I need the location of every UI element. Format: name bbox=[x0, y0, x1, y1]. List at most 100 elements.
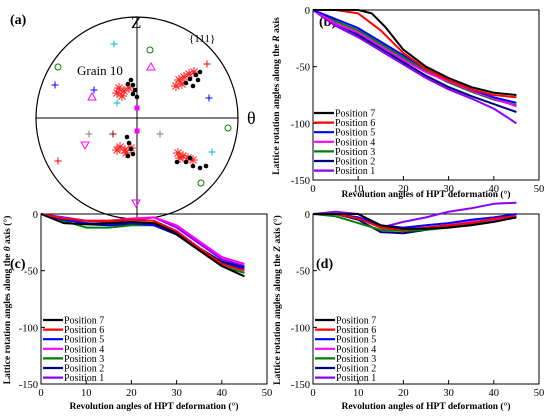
y-tick-label: 0 bbox=[305, 210, 310, 221]
legend-label: Position 2 bbox=[64, 364, 104, 375]
x-tick-label: 30 bbox=[171, 388, 182, 399]
pole-triangle-marker bbox=[80, 141, 90, 151]
panel-label: (c) bbox=[10, 257, 26, 272]
x-tick-label: 40 bbox=[217, 388, 228, 399]
pole-dot-marker bbox=[128, 146, 134, 152]
y-tick-label: 0 bbox=[305, 6, 310, 17]
x-tick-label: 10 bbox=[353, 184, 364, 195]
y-tick-label: -100 bbox=[291, 119, 310, 130]
pole-markers bbox=[51, 40, 232, 209]
x-tick-label: 50 bbox=[262, 388, 273, 399]
x-tick-label: 50 bbox=[534, 184, 545, 195]
series-line bbox=[40, 213, 245, 272]
legend-label: Position 1 bbox=[64, 373, 104, 384]
pole-square-marker bbox=[134, 105, 140, 111]
pole-plus-marker bbox=[90, 86, 98, 94]
plot-frame bbox=[312, 9, 540, 181]
pole-dot-marker bbox=[130, 151, 136, 157]
pole-dot-marker bbox=[174, 159, 180, 165]
pole-dot-marker bbox=[187, 155, 193, 161]
pole-star-marker bbox=[112, 145, 122, 155]
pole-circle-marker bbox=[146, 46, 154, 54]
legend-label: Position 5 bbox=[335, 128, 375, 139]
pole-dot-marker bbox=[190, 163, 196, 169]
series-line bbox=[40, 213, 245, 278]
y-tick-label: -50 bbox=[296, 267, 310, 278]
y-tick-label: -100 bbox=[19, 323, 38, 334]
pole-plus-marker bbox=[51, 81, 59, 89]
pole-plus-marker bbox=[109, 130, 117, 138]
chart-panel-b: 0 10 20 30 40 500-50-100-150(b)Revolution ang… bbox=[272, 6, 544, 200]
y-tick-label: -100 bbox=[291, 323, 310, 334]
pole-dot-marker bbox=[128, 77, 134, 83]
x-tick-label: 40 bbox=[489, 388, 500, 399]
x-tick-label: 30 bbox=[443, 184, 454, 195]
pole-plus-marker bbox=[110, 40, 118, 48]
y-axis-label: Lattice rotation angles along the R axis bbox=[272, 17, 282, 175]
series-line bbox=[312, 201, 517, 229]
pole-dot-marker bbox=[130, 91, 136, 97]
axis-theta-label: θ bbox=[247, 108, 256, 128]
legend-label: Position 4 bbox=[336, 344, 376, 355]
y-tick-label: 0 bbox=[33, 210, 38, 221]
pole-plus-marker bbox=[203, 60, 211, 68]
legend-label: Position 4 bbox=[335, 137, 375, 148]
pole-dot-marker bbox=[197, 69, 203, 75]
pole-dot-marker bbox=[187, 76, 193, 82]
pole-circle-marker bbox=[224, 124, 232, 132]
legend-label: Position 5 bbox=[336, 335, 376, 346]
series-line bbox=[313, 213, 517, 230]
x-tick-label: 10 bbox=[353, 388, 364, 399]
x-tick-label: 10 bbox=[81, 388, 92, 399]
pole-dot-marker bbox=[183, 159, 189, 165]
series-line bbox=[312, 9, 517, 108]
x-tick-label: 20 bbox=[398, 388, 409, 399]
x-tick-label: 20 bbox=[126, 388, 137, 399]
legend-label: Position 3 bbox=[336, 354, 376, 365]
pole-dot-marker bbox=[197, 165, 203, 171]
pole-plus-marker bbox=[54, 157, 62, 165]
pole-plus-marker bbox=[85, 130, 93, 138]
series-line bbox=[312, 9, 517, 125]
pole-plus-marker bbox=[208, 148, 216, 156]
x-tick-label: 0 bbox=[310, 184, 315, 195]
pole-plus-marker bbox=[156, 130, 164, 138]
legend-label: Position 2 bbox=[336, 364, 376, 375]
x-tick-label: 0 bbox=[38, 388, 43, 399]
pole-square-marker bbox=[134, 128, 140, 134]
legend-label: Position 1 bbox=[335, 166, 375, 177]
pole-dot-marker bbox=[125, 81, 131, 87]
pole-figure: (a) {111} Z θ Grain 10 bbox=[10, 13, 256, 220]
x-tick-label: 20 bbox=[398, 184, 409, 195]
x-axis-label: Revolution angles of HPT deformation (°) bbox=[69, 401, 238, 412]
legend-label: Position 3 bbox=[64, 354, 104, 365]
pole-circle-marker bbox=[197, 179, 205, 187]
pole-dot-marker bbox=[125, 153, 131, 159]
y-tick-label: -50 bbox=[296, 63, 310, 74]
series-line bbox=[312, 213, 517, 232]
x-tick-label: 50 bbox=[534, 388, 545, 399]
pole-figure-title: {111} bbox=[189, 33, 215, 45]
x-tick-label: 0 bbox=[310, 388, 315, 399]
pole-star-marker bbox=[117, 91, 127, 101]
pole-dot-marker bbox=[183, 80, 189, 86]
y-axis-label: Lattice rotation angles along the θ axis… bbox=[2, 216, 13, 385]
pole-dot-marker bbox=[132, 87, 138, 93]
legend-label: Position 1 bbox=[336, 373, 376, 384]
pole-dot-marker bbox=[203, 163, 209, 169]
legend-label: Position 4 bbox=[64, 344, 104, 355]
pole-plus-marker bbox=[205, 94, 213, 102]
panel-label-a: (a) bbox=[10, 13, 27, 28]
x-axis-label: Revolution angles of HPT deformation (°) bbox=[341, 401, 510, 412]
axis-z-label: Z bbox=[131, 13, 141, 32]
chart-panel-d: 0 10 20 30 40 50 0 -50 -100 -150 (d) Revolution ang… bbox=[272, 201, 545, 412]
pole-dot-marker bbox=[190, 83, 196, 89]
pole-circle-marker bbox=[54, 63, 62, 71]
x-tick-label: 30 bbox=[443, 388, 454, 399]
y-tick-label: -150 bbox=[291, 380, 310, 391]
pole-dot-marker bbox=[130, 82, 136, 88]
